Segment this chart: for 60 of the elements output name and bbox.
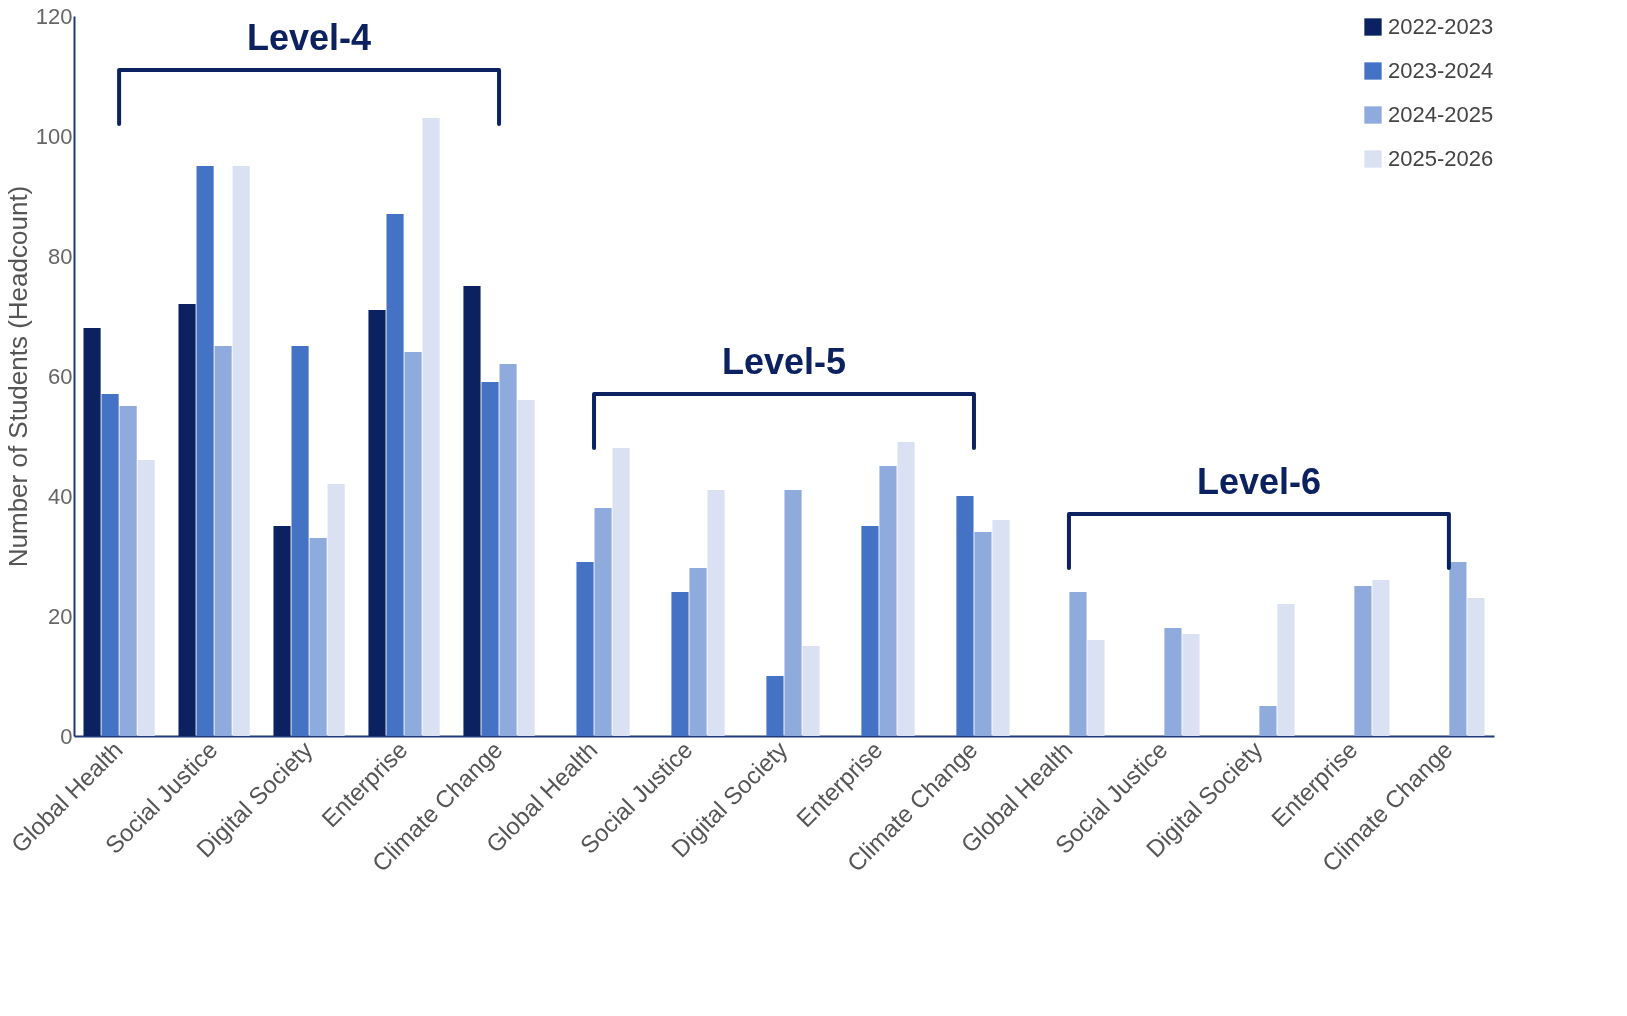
bar (897, 442, 915, 736)
y-tick-label: 60 (48, 363, 73, 389)
y-tick-label: 80 (48, 243, 73, 269)
legend-label: 2025-2026 (1388, 146, 1494, 171)
legend-label: 2023-2024 (1388, 58, 1494, 83)
y-axis-title: Number of Students (Headcount) (2, 185, 33, 568)
bar (879, 466, 897, 736)
bar (137, 460, 155, 736)
bar (689, 568, 707, 736)
annotation: Level-4 (247, 17, 372, 58)
annotation: Level-6 (1196, 461, 1321, 502)
bar (463, 286, 481, 736)
bar (992, 520, 1010, 736)
bar (232, 166, 250, 736)
bar (499, 364, 517, 736)
y-tick-label: 0 (60, 723, 73, 749)
bar (368, 310, 386, 736)
bar (517, 400, 535, 736)
bar (1372, 580, 1390, 736)
bar (671, 592, 689, 736)
legend-label: 2022-2023 (1388, 14, 1494, 39)
bar (612, 448, 630, 736)
bar (291, 346, 309, 736)
annotation: Level-5 (721, 341, 847, 382)
bar (974, 532, 992, 736)
bar (214, 346, 232, 736)
bar (327, 484, 345, 736)
bar (119, 406, 137, 736)
bar (1087, 640, 1105, 736)
bar (386, 214, 404, 736)
y-tick-label: 20 (48, 603, 73, 629)
bar (594, 508, 612, 736)
bar (1259, 706, 1277, 736)
y-tick-label: 100 (35, 123, 73, 149)
bar (309, 538, 327, 736)
bar (1449, 562, 1467, 736)
bar (784, 490, 802, 736)
bar (1467, 598, 1485, 736)
bar (481, 382, 499, 736)
bar (1182, 634, 1200, 736)
bar (1164, 628, 1182, 736)
bar (1354, 586, 1372, 736)
bar (404, 352, 422, 736)
bar (766, 676, 784, 736)
y-tick-label: 120 (35, 3, 73, 29)
bar (83, 328, 101, 736)
bar (273, 526, 291, 736)
bar (576, 562, 594, 736)
bar (707, 490, 725, 736)
bar (178, 304, 196, 736)
bar (1069, 592, 1087, 736)
bar (101, 394, 119, 736)
bar (956, 496, 974, 736)
bar (422, 118, 440, 736)
y-tick-label: 40 (48, 483, 73, 509)
bar (1277, 604, 1295, 736)
bar (196, 166, 214, 736)
bar (802, 646, 820, 736)
bar (861, 526, 879, 736)
legend-label: 2024-2025 (1388, 102, 1494, 127)
